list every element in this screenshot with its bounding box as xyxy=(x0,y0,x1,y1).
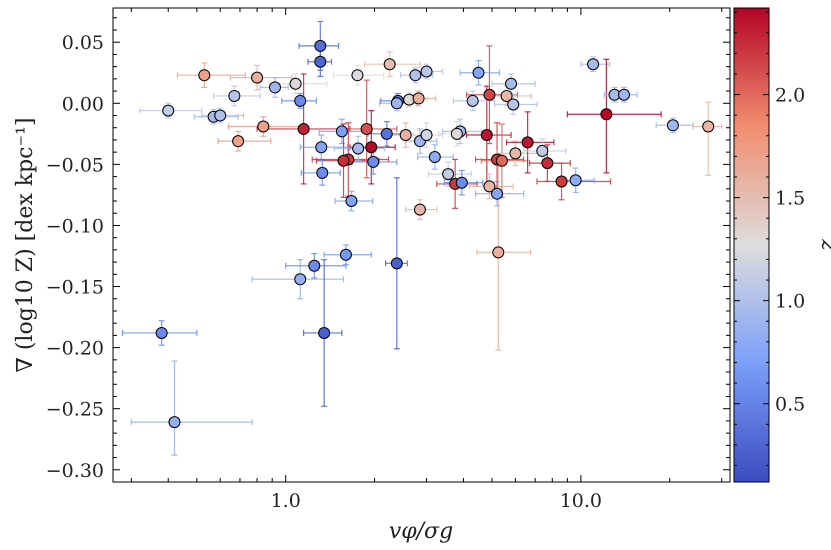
plot-frame xyxy=(112,7,731,483)
colorbar-tick-label: 2.0 xyxy=(775,85,805,107)
data-point xyxy=(294,94,307,107)
y-axis-label: ∇ (log10 Z) [dex kpc⁻¹] xyxy=(13,118,38,373)
data-point xyxy=(587,58,600,71)
data-point xyxy=(367,155,380,168)
plot-background xyxy=(113,8,730,482)
data-point xyxy=(251,71,264,84)
data-point xyxy=(168,416,181,429)
data-point xyxy=(541,157,554,170)
data-point xyxy=(509,147,522,160)
data-point xyxy=(507,98,520,111)
data-point xyxy=(536,144,549,157)
colorbar: 0.5 1.0 1.5 2.0 z xyxy=(733,7,831,483)
data-point xyxy=(666,119,679,132)
data-point xyxy=(352,142,365,155)
colorbar-ticks xyxy=(734,11,769,467)
colorbar-tick-label: 0.5 xyxy=(775,394,805,416)
data-point xyxy=(466,94,479,107)
y-tick-labels: 0.05 0.00 −0.05 −0.10 −0.15 −0.20 −0.25 … xyxy=(46,32,104,482)
data-point xyxy=(500,89,513,102)
data-point xyxy=(390,257,403,270)
data-point xyxy=(315,141,328,154)
data-point xyxy=(314,55,327,68)
data-points xyxy=(155,39,715,429)
data-point xyxy=(297,122,310,135)
y-tick-label: −0.25 xyxy=(46,399,104,421)
axis-ticks xyxy=(113,8,730,483)
data-point xyxy=(339,248,352,261)
error-bar xyxy=(130,360,253,456)
data-point xyxy=(380,127,393,140)
data-point xyxy=(600,108,613,121)
data-point xyxy=(412,92,425,105)
data-point xyxy=(257,120,270,133)
x-tick-labels: 1.0 10.0 xyxy=(271,490,602,512)
data-point xyxy=(505,77,518,90)
data-point xyxy=(420,129,433,142)
x-tick-label: 10.0 xyxy=(560,490,602,512)
data-point xyxy=(420,65,433,78)
data-point xyxy=(232,135,245,148)
data-point xyxy=(413,203,426,216)
y-tick-label: −0.20 xyxy=(46,338,104,360)
data-point xyxy=(337,154,350,167)
colorbar-label: z xyxy=(816,238,831,251)
data-point xyxy=(428,151,441,164)
x-axis-label: vφ/σg xyxy=(389,519,453,544)
y-tick-label: −0.05 xyxy=(46,154,104,176)
data-point xyxy=(345,195,358,208)
data-point xyxy=(442,168,455,181)
data-point xyxy=(269,81,282,94)
data-point xyxy=(383,58,396,71)
y-tick-label: −0.10 xyxy=(46,215,104,237)
data-point xyxy=(409,69,422,82)
data-point xyxy=(455,176,468,189)
colorbar-tick-label: 1.5 xyxy=(775,188,805,210)
data-point xyxy=(198,69,211,82)
data-point xyxy=(351,69,364,82)
data-point xyxy=(162,104,175,117)
data-point xyxy=(491,187,504,200)
error-bar xyxy=(217,130,272,152)
y-tick-label: 0.00 xyxy=(62,93,104,115)
data-point xyxy=(555,175,568,188)
data-point xyxy=(483,180,496,193)
data-point xyxy=(228,89,241,102)
x-tick-label: 1.0 xyxy=(271,490,301,512)
data-point xyxy=(450,127,463,140)
plot-area xyxy=(112,7,731,483)
data-point xyxy=(308,259,321,272)
data-point xyxy=(569,174,582,187)
data-point xyxy=(365,141,378,154)
colorbar-gradient xyxy=(733,7,770,483)
error-bar xyxy=(405,199,438,220)
data-point xyxy=(314,39,327,52)
data-point xyxy=(495,154,508,167)
colorbar-tick-label: 1.0 xyxy=(775,291,805,313)
data-point xyxy=(155,326,168,339)
data-point xyxy=(618,88,631,101)
data-point xyxy=(214,109,227,122)
y-tick-label: −0.30 xyxy=(46,460,104,482)
y-tick-label: −0.15 xyxy=(46,277,104,299)
data-point xyxy=(360,122,373,135)
data-point xyxy=(480,129,493,142)
data-point xyxy=(335,125,348,138)
data-point xyxy=(316,166,329,179)
data-point xyxy=(483,88,496,101)
y-tick-label: 0.05 xyxy=(62,32,104,54)
data-point xyxy=(318,326,331,339)
data-point xyxy=(390,97,403,110)
data-point xyxy=(521,136,534,149)
data-point xyxy=(289,77,302,90)
data-point xyxy=(399,129,412,142)
data-point xyxy=(472,66,485,79)
data-point xyxy=(702,120,715,133)
data-point xyxy=(294,273,307,286)
data-point xyxy=(492,246,505,259)
